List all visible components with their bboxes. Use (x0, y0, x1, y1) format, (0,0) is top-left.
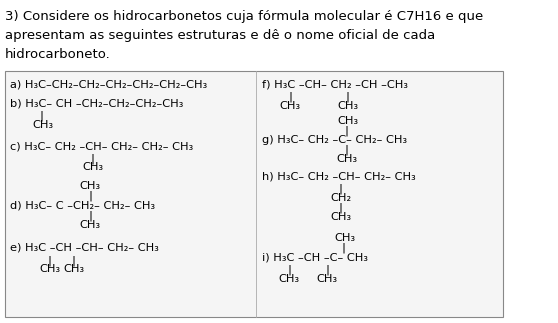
Text: CH₃: CH₃ (335, 233, 356, 243)
Text: |: | (288, 265, 292, 276)
Text: |: | (90, 153, 94, 164)
Text: e) H₃C –CH –CH– CH₂– CH₃: e) H₃C –CH –CH– CH₂– CH₃ (10, 243, 159, 253)
Text: i) H₃C –CH –C– CH₃: i) H₃C –CH –C– CH₃ (262, 253, 368, 263)
Text: |: | (341, 243, 345, 254)
Text: |: | (345, 125, 349, 136)
Text: |: | (88, 191, 93, 201)
Text: CH₃: CH₃ (279, 274, 300, 284)
Text: b) H₃C– CH –CH₂–CH₂–CH₂–CH₃: b) H₃C– CH –CH₂–CH₂–CH₂–CH₃ (10, 99, 184, 109)
Text: hidrocarboneto.: hidrocarboneto. (5, 48, 111, 61)
Text: |: | (40, 111, 44, 121)
Text: CH₃: CH₃ (280, 101, 301, 111)
Text: |: | (339, 183, 343, 194)
Text: |: | (345, 145, 349, 155)
Text: CH₃: CH₃ (32, 120, 53, 130)
Text: CH₃: CH₃ (330, 212, 351, 222)
Text: 3) Considere os hidrocarbonetos cuja fórmula molecular é C7H16 e que: 3) Considere os hidrocarbonetos cuja fór… (5, 10, 483, 23)
Text: CH₃: CH₃ (82, 162, 103, 172)
Text: |: | (325, 265, 330, 276)
Text: |: | (346, 91, 350, 102)
Text: g) H₃C– CH₂ –C– CH₂– CH₃: g) H₃C– CH₂ –C– CH₂– CH₃ (262, 135, 407, 145)
Text: f) H₃C –CH– CH₂ –CH –CH₃: f) H₃C –CH– CH₂ –CH –CH₃ (262, 79, 407, 89)
Text: |: | (339, 203, 343, 213)
Text: CH₃: CH₃ (338, 101, 359, 111)
Text: CH₃: CH₃ (39, 264, 60, 274)
Text: CH₃: CH₃ (63, 264, 84, 274)
Text: CH₃: CH₃ (79, 220, 100, 230)
Text: a) H₃C–CH₂–CH₂–CH₂–CH₂–CH₂–CH₃: a) H₃C–CH₂–CH₂–CH₂–CH₂–CH₂–CH₃ (10, 79, 208, 89)
Text: |: | (71, 255, 76, 266)
Text: CH₂: CH₂ (330, 193, 351, 203)
Text: |: | (88, 211, 93, 221)
Text: h) H₃C– CH₂ –CH– CH₂– CH₃: h) H₃C– CH₂ –CH– CH₂– CH₃ (262, 171, 415, 181)
Text: CH₃: CH₃ (79, 181, 100, 191)
Text: |: | (288, 91, 292, 102)
Text: d) H₃C– C –CH₂– CH₂– CH₃: d) H₃C– C –CH₂– CH₂– CH₃ (10, 201, 155, 211)
Text: |: | (48, 255, 52, 266)
Text: c) H₃C– CH₂ –CH– CH₂– CH₂– CH₃: c) H₃C– CH₂ –CH– CH₂– CH₂– CH₃ (10, 141, 194, 151)
Text: CH₃: CH₃ (337, 116, 358, 126)
Text: CH₃: CH₃ (336, 154, 357, 164)
Text: apresentam as seguintes estruturas e dê o nome oficial de cada: apresentam as seguintes estruturas e dê … (5, 29, 435, 42)
Text: CH₃: CH₃ (316, 274, 337, 284)
